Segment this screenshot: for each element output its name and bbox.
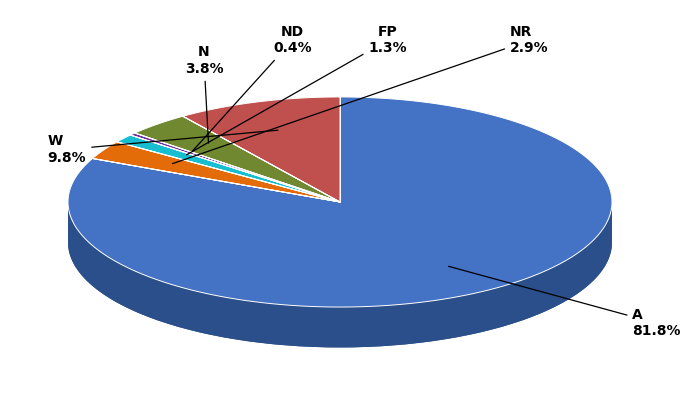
Text: A
81.8%: A 81.8%: [449, 266, 680, 338]
Polygon shape: [135, 116, 340, 202]
Text: FP
1.3%: FP 1.3%: [186, 25, 407, 155]
Text: W
9.8%: W 9.8%: [48, 130, 278, 164]
Text: N
3.8%: N 3.8%: [185, 46, 223, 143]
Polygon shape: [117, 135, 340, 202]
Polygon shape: [183, 97, 340, 202]
Ellipse shape: [68, 137, 612, 347]
Polygon shape: [68, 97, 612, 307]
Polygon shape: [68, 202, 612, 347]
Polygon shape: [131, 133, 340, 202]
Text: ND
0.4%: ND 0.4%: [192, 25, 311, 151]
Polygon shape: [92, 142, 340, 202]
Text: NR
2.9%: NR 2.9%: [173, 25, 549, 164]
